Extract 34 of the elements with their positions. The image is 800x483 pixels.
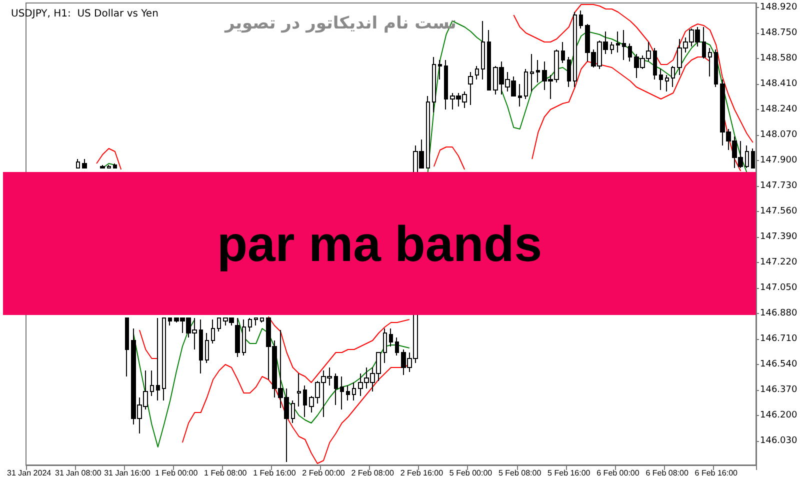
x-tick-label: 1 Feb 08:00 — [204, 468, 248, 478]
y-tick-label: 146.200 — [760, 410, 798, 420]
y-tick-label: 148.070 — [760, 130, 798, 140]
y-tick-label: 148.410 — [760, 79, 798, 89]
x-tick-label: 2 Feb 16:00 — [400, 468, 444, 478]
x-tick-label: 6 Feb 16:00 — [694, 468, 738, 478]
x-tick-label: 31 Jan 2024 — [7, 468, 52, 478]
y-tick-label: 147.900 — [760, 156, 798, 166]
y-tick-label: 148.580 — [760, 54, 798, 64]
text: USDJPY, H1: US Dollar vs Yen — [11, 8, 158, 20]
y-tick-label: 147.560 — [760, 206, 798, 216]
x-tick-label: 6 Feb 08:00 — [646, 468, 689, 478]
y-tick-label: 146.540 — [760, 360, 798, 370]
y-tick-label: 146.370 — [760, 385, 798, 395]
x-tick-label: 5 Feb 16:00 — [548, 468, 591, 478]
y-tick-label: 148.750 — [760, 28, 798, 38]
y-tick-label: 146.880 — [760, 308, 798, 318]
y-tick-label: 146.030 — [760, 436, 798, 446]
x-tick-label: 31 Jan 16:00 — [104, 468, 151, 478]
y-tick-label: 147.220 — [760, 258, 798, 268]
y-tick-label: 147.390 — [760, 232, 798, 242]
y-tick-label: 147.730 — [760, 181, 798, 191]
y-tick-label: 148.240 — [760, 104, 798, 114]
x-tick-label: 5 Feb 00:00 — [449, 468, 493, 478]
x-tick-label: 1 Feb 16:00 — [253, 468, 296, 478]
x-tick-label: 6 Feb 00:00 — [596, 468, 640, 478]
x-tick-label: 2 Feb 08:00 — [351, 468, 394, 478]
x-tick-label: 5 Feb 08:00 — [498, 468, 542, 478]
y-tick-label: 146.710 — [760, 334, 798, 344]
x-tick-label: 1 Feb 00:00 — [154, 468, 198, 478]
x-tick-label: 2 Feb 00:00 — [302, 468, 346, 478]
y-tick-label: 147.050 — [760, 283, 798, 293]
y-tick-label: 148.920 — [760, 2, 798, 12]
x-tick-label: 31 Jan 08:00 — [55, 468, 102, 478]
